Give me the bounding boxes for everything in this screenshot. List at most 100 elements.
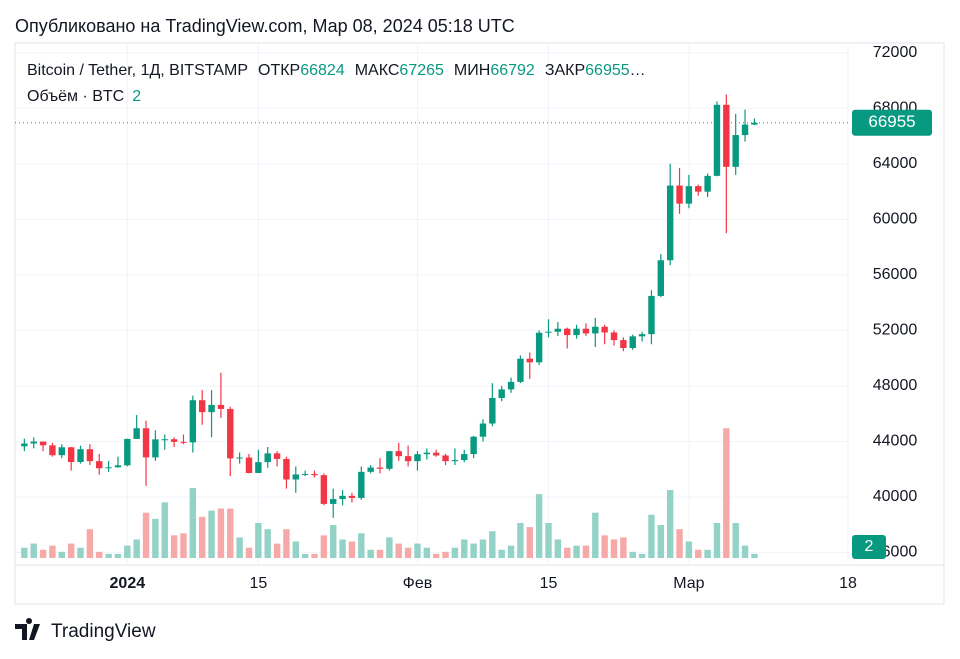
- candle-body: [526, 358, 533, 363]
- candle-body: [432, 452, 440, 456]
- candle-body: [620, 340, 627, 349]
- volume-bar: [732, 522, 739, 558]
- candle-body: [545, 331, 552, 333]
- volume-bar: [358, 533, 365, 558]
- candle-body: [507, 381, 515, 390]
- volume-bar: [592, 512, 599, 558]
- candle-body: [573, 328, 580, 336]
- candle-body: [582, 328, 590, 334]
- volume-bar: [330, 525, 337, 558]
- candle-body: [657, 260, 665, 296]
- volume-layer: [21, 428, 758, 558]
- candle-body: [723, 104, 730, 167]
- volume-bar: [376, 549, 384, 558]
- x-tick-label: Мар: [673, 575, 704, 592]
- close-value: 66955: [585, 62, 630, 79]
- volume-bar: [573, 545, 580, 558]
- candle-body: [704, 175, 711, 192]
- volume-bar: [301, 553, 309, 558]
- volume-bar: [21, 547, 28, 558]
- candle-body: [666, 185, 674, 261]
- volume-bar: [208, 510, 215, 558]
- volume-bar: [638, 553, 646, 558]
- volume-bar: [442, 551, 449, 558]
- volume-bar: [704, 549, 711, 558]
- y-tick-label: 44000: [873, 433, 918, 450]
- volume-bar: [320, 535, 328, 558]
- volume-bar: [152, 518, 159, 558]
- last-price-badge: [852, 109, 932, 136]
- y-tick-label: 52000: [873, 322, 918, 339]
- candle-body: [470, 436, 477, 455]
- volume-bar: [470, 543, 477, 558]
- candle-body: [114, 465, 122, 468]
- volume-bar: [507, 545, 515, 558]
- candle-body: [564, 328, 571, 336]
- volume-bar: [404, 547, 412, 558]
- y-tick-label: 64000: [873, 155, 918, 172]
- volume-bar: [283, 529, 290, 558]
- candle-body: [386, 451, 393, 469]
- volume-bar: [545, 522, 552, 558]
- candle-body: [30, 441, 37, 444]
- brand: TradingView: [51, 621, 156, 642]
- volume-bar: [498, 549, 505, 558]
- volume-bar: [339, 539, 346, 558]
- volume-bar: [292, 541, 299, 558]
- x-tick-label: 15: [540, 575, 558, 592]
- grid: [15, 43, 849, 565]
- volume-bar: [217, 508, 225, 558]
- x-tick-label: 2024: [110, 575, 146, 592]
- volume-bar: [264, 529, 271, 558]
- volume-bar: [648, 514, 655, 558]
- candle-body: [96, 461, 103, 469]
- candle-body: [39, 441, 47, 446]
- volume-badge: [852, 535, 886, 559]
- volume-bar: [386, 537, 393, 558]
- volume-bar: [198, 516, 206, 558]
- open-value: 66824: [300, 62, 345, 79]
- volume-bar: [86, 529, 94, 558]
- volume-bar: [189, 487, 197, 558]
- volume-bar: [255, 522, 262, 558]
- candle-body: [348, 495, 356, 498]
- y-tick-label: 48000: [873, 377, 918, 394]
- candle-body: [142, 428, 150, 458]
- candle-body: [320, 475, 328, 504]
- candle-body: [133, 428, 140, 439]
- volume-bar: [751, 553, 758, 558]
- volume-bar: [273, 543, 281, 558]
- candle-body: [414, 454, 421, 462]
- candle-body: [732, 135, 739, 167]
- close-label: ЗАКР: [545, 62, 585, 79]
- volume-value: 2: [132, 88, 141, 105]
- volume-bar: [554, 539, 562, 558]
- candle-body: [367, 467, 374, 472]
- x-tick-label: Фев: [403, 575, 433, 592]
- candle-body: [535, 332, 543, 363]
- candle-body: [198, 400, 206, 413]
- candle-body: [713, 104, 721, 176]
- symbol: Bitcoin / Tether, 1Д, BITSTAMP: [27, 62, 248, 79]
- candle-body: [376, 467, 384, 469]
- candle-body: [592, 326, 599, 334]
- volume-bar: [142, 512, 150, 558]
- x-tick-label: 15: [249, 575, 267, 592]
- volume-label: Объём · BTC: [27, 88, 124, 105]
- volume-bar: [49, 545, 56, 558]
- candle-body: [498, 389, 505, 398]
- volume-bar: [620, 537, 627, 558]
- volume-bar: [114, 553, 122, 558]
- candle-body: [49, 445, 56, 456]
- volume-bar: [723, 428, 730, 558]
- volume-bar: [311, 553, 318, 558]
- candle-body: [245, 457, 253, 473]
- y-tick-label: 56000: [873, 266, 918, 283]
- candle-body: [208, 404, 215, 413]
- candle-body: [255, 462, 262, 473]
- y-tick-label: 60000: [873, 211, 918, 228]
- volume-bar: [30, 543, 37, 558]
- price-axis: 3600040000440004800052000560006000064000…: [110, 44, 918, 592]
- candle-body: [292, 474, 299, 480]
- volume-bar: [170, 535, 178, 558]
